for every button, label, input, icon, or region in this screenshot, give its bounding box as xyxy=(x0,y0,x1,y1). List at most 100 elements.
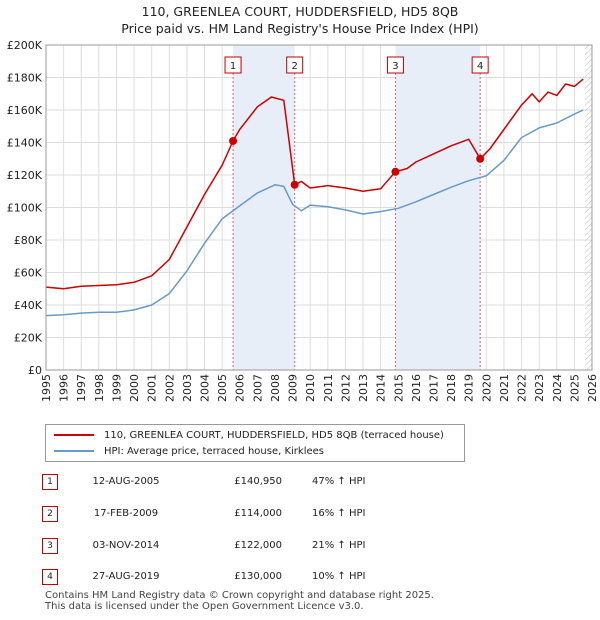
sale-markers xyxy=(229,136,485,189)
x-tick-label: 2005 xyxy=(216,374,229,402)
y-tick-label: £160K xyxy=(7,104,43,117)
x-tick-label: 2006 xyxy=(234,374,247,402)
sale-date: 12-AUG-2005 xyxy=(92,476,160,487)
y-tick-label: £40K xyxy=(14,299,43,312)
sale-date: 03-NOV-2014 xyxy=(92,540,160,551)
x-tick-label: 2025 xyxy=(568,374,581,402)
chart-title-block: 110, GREENLEA COURT, HUDDERSFIELD, HD5 8… xyxy=(0,3,600,37)
x-tick-label: 2018 xyxy=(445,374,458,402)
sale-price: £130,000 xyxy=(234,571,282,582)
x-tick-label: 2007 xyxy=(251,374,264,402)
sale-hpi-change: 16% ↑ HPI xyxy=(312,508,366,519)
x-tick-label: 1998 xyxy=(93,374,106,402)
x-tick-label: 1999 xyxy=(110,374,123,402)
sale-row: 4 27-AUG-2019 £130,000 10% ↑ HPI xyxy=(42,567,442,587)
x-tick-label: 2004 xyxy=(199,374,212,402)
sale-row: 3 03-NOV-2014 £122,000 21% ↑ HPI xyxy=(42,536,442,556)
sale-date: 17-FEB-2009 xyxy=(93,508,159,519)
y-tick-label: £100K xyxy=(7,202,43,215)
x-tick-label: 2013 xyxy=(357,374,370,402)
x-tick-label: 2014 xyxy=(375,374,388,402)
sale-row: 2 17-FEB-2009 £114,000 16% ↑ HPI xyxy=(42,504,442,524)
y-tick-label: £120K xyxy=(7,169,43,182)
sale-price: £122,000 xyxy=(234,540,282,551)
y-tick-label: £200K xyxy=(7,39,43,52)
chart-subtitle: Price paid vs. HM Land Registry's House … xyxy=(121,21,479,36)
sale-number-badge: 3 xyxy=(42,538,58,554)
sale-number-box xyxy=(286,56,304,74)
sale-number-badge: 1 xyxy=(42,474,58,490)
x-tick-label: 2015 xyxy=(392,374,405,402)
sale-hpi-change: 10% ↑ HPI xyxy=(312,571,366,582)
y-tick-label: £60K xyxy=(14,267,43,280)
sale-marker xyxy=(476,154,485,163)
footer-license: This data is licensed under the Open Gov… xyxy=(45,601,364,612)
sale-number-label: 3 xyxy=(392,61,398,72)
legend-swatch-hpi xyxy=(54,450,94,452)
x-tick-label: 1996 xyxy=(58,374,71,402)
sale-number-badge: 4 xyxy=(42,569,58,585)
legend-label-hpi: HPI: Average price, terraced house, Kirk… xyxy=(104,445,325,457)
legend-item-hpi: HPI: Average price, terraced house, Kirk… xyxy=(54,443,324,459)
x-tick-label: 1997 xyxy=(75,374,88,402)
sale-number-label: 4 xyxy=(477,61,483,72)
axes: £0 £20K £40K £60K £80K £100K £120K £140K £160K £1… xyxy=(7,39,599,402)
legend-item-property: 110, GREENLEA COURT, HUDDERSFIELD, HD5 8… xyxy=(54,427,444,443)
footer: Contains HM Land Registry data © Crown c… xyxy=(45,590,434,612)
y-tick-label: £140K xyxy=(7,137,43,150)
chart-canvas: 1 2 3 4 £0 £20K £40K £60K £80K £100K £120K £140K £1… xyxy=(7,39,599,402)
sale-row: 1 12-AUG-2005 £140,950 47% ↑ HPI xyxy=(42,472,442,492)
x-tick-label: 2009 xyxy=(287,374,300,402)
x-tick-label: 2002 xyxy=(163,374,176,402)
sale-hpi-change: 47% ↑ HPI xyxy=(312,476,366,487)
x-tick-label: 2022 xyxy=(516,374,529,402)
sale-number-label: 2 xyxy=(292,61,298,72)
sale-marker xyxy=(391,167,400,176)
sale-price: £140,950 xyxy=(234,476,282,487)
sale-number-box xyxy=(386,56,404,74)
x-tick-label: 2012 xyxy=(339,374,352,402)
legend: 110, GREENLEA COURT, HUDDERSFIELD, HD5 8… xyxy=(45,424,465,462)
sale-vertical-lines: 1 2 3 4 xyxy=(224,56,489,370)
x-tick-label: 1995 xyxy=(40,374,53,402)
x-tick-label: 2020 xyxy=(480,374,493,402)
legend-label-property: 110, GREENLEA COURT, HUDDERSFIELD, HD5 8… xyxy=(104,429,444,441)
x-tick-label: 2003 xyxy=(181,374,194,402)
sale-price: £114,000 xyxy=(234,508,282,519)
x-tick-label: 2008 xyxy=(269,374,282,402)
sale-number-box xyxy=(471,56,489,74)
y-tick-label: £20K xyxy=(14,332,43,345)
legend-swatch-property xyxy=(54,434,94,436)
x-tick-label: 2010 xyxy=(304,374,317,402)
footer-copyright: Contains HM Land Registry data © Crown c… xyxy=(45,590,434,601)
x-tick-label: 2024 xyxy=(551,374,564,402)
plot-frame xyxy=(45,44,593,371)
chart-title: 110, GREENLEA COURT, HUDDERSFIELD, HD5 8… xyxy=(141,4,459,19)
sale-number-box xyxy=(224,56,242,74)
sale-marker xyxy=(229,136,238,145)
property-price-line xyxy=(45,78,584,290)
series-lines xyxy=(45,78,584,317)
sale-number-label: 1 xyxy=(230,61,236,72)
sale-period-shade xyxy=(395,45,481,370)
y-tick-label: £80K xyxy=(14,234,43,247)
hpi-line xyxy=(45,109,584,317)
x-tick-label: 2011 xyxy=(322,374,335,402)
sale-period-shade xyxy=(233,45,295,370)
sale-number-badge: 2 xyxy=(42,506,58,522)
future-shading xyxy=(584,45,592,370)
x-tick-label: 2017 xyxy=(427,374,440,402)
x-tick-label: 2023 xyxy=(533,374,546,402)
x-tick-label: 2016 xyxy=(410,374,423,402)
x-tick-label: 2000 xyxy=(128,374,141,402)
y-tick-label: £180K xyxy=(7,72,43,85)
sale-date: 27-AUG-2019 xyxy=(92,571,160,582)
sale-hpi-change: 21% ↑ HPI xyxy=(312,540,366,551)
x-tick-label: 2026 xyxy=(586,374,599,402)
sale-shading xyxy=(233,45,592,370)
x-tick-label: 2021 xyxy=(498,374,511,402)
x-tick-label: 2001 xyxy=(146,374,159,402)
y-tick-label: £0 xyxy=(28,364,42,377)
x-tick-label: 2019 xyxy=(463,374,476,402)
sale-marker xyxy=(290,180,299,189)
